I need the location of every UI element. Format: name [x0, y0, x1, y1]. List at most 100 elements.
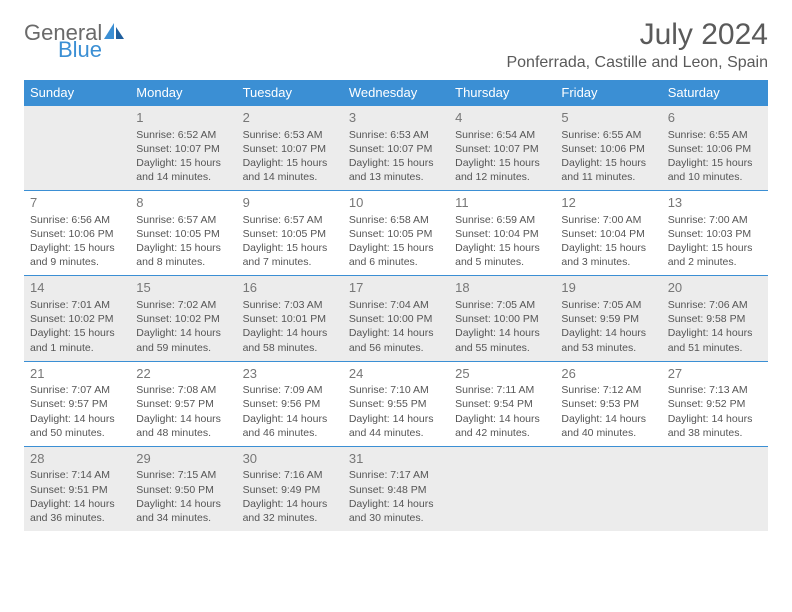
calendar-day-cell: 18Sunrise: 7:05 AMSunset: 10:00 PMDaylig… [449, 276, 555, 361]
sunrise-text: Sunrise: 7:11 AM [455, 383, 549, 397]
day-number: 7 [30, 194, 124, 212]
calendar-day-cell: 28Sunrise: 7:14 AMSunset: 9:51 PMDayligh… [24, 446, 130, 531]
calendar-day-cell: 23Sunrise: 7:09 AMSunset: 9:56 PMDayligh… [237, 361, 343, 446]
sunrise-text: Sunrise: 6:56 AM [30, 213, 124, 227]
daylight-text: Daylight: 14 hours and 30 minutes. [349, 497, 443, 525]
calendar-week-row: 7Sunrise: 6:56 AMSunset: 10:06 PMDayligh… [24, 191, 768, 276]
day-number: 13 [668, 194, 762, 212]
sunset-text: Sunset: 9:55 PM [349, 397, 443, 411]
daylight-text: Daylight: 14 hours and 32 minutes. [243, 497, 337, 525]
sunset-text: Sunset: 9:51 PM [30, 483, 124, 497]
calendar-day-cell [24, 106, 130, 191]
sunset-text: Sunset: 10:06 PM [668, 142, 762, 156]
sunset-text: Sunset: 9:58 PM [668, 312, 762, 326]
sunrise-text: Sunrise: 6:52 AM [136, 128, 230, 142]
sunset-text: Sunset: 10:02 PM [136, 312, 230, 326]
calendar-day-cell: 24Sunrise: 7:10 AMSunset: 9:55 PMDayligh… [343, 361, 449, 446]
calendar-day-cell: 2Sunrise: 6:53 AMSunset: 10:07 PMDayligh… [237, 106, 343, 191]
daylight-text: Daylight: 15 hours and 6 minutes. [349, 241, 443, 269]
sunrise-text: Sunrise: 6:53 AM [349, 128, 443, 142]
calendar-day-cell: 5Sunrise: 6:55 AMSunset: 10:06 PMDayligh… [555, 106, 661, 191]
day-number: 26 [561, 365, 655, 383]
day-header: Wednesday [343, 80, 449, 106]
calendar-day-cell: 6Sunrise: 6:55 AMSunset: 10:06 PMDayligh… [662, 106, 768, 191]
daylight-text: Daylight: 14 hours and 46 minutes. [243, 412, 337, 440]
daylight-text: Daylight: 14 hours and 38 minutes. [668, 412, 762, 440]
daylight-text: Daylight: 15 hours and 3 minutes. [561, 241, 655, 269]
day-number: 11 [455, 194, 549, 212]
day-number: 31 [349, 450, 443, 468]
day-header-row: Sunday Monday Tuesday Wednesday Thursday… [24, 80, 768, 106]
daylight-text: Daylight: 15 hours and 7 minutes. [243, 241, 337, 269]
calendar-week-row: 21Sunrise: 7:07 AMSunset: 9:57 PMDayligh… [24, 361, 768, 446]
day-number: 6 [668, 109, 762, 127]
day-number: 21 [30, 365, 124, 383]
sunset-text: Sunset: 10:05 PM [136, 227, 230, 241]
sunrise-text: Sunrise: 7:16 AM [243, 468, 337, 482]
daylight-text: Daylight: 14 hours and 59 minutes. [136, 326, 230, 354]
sunset-text: Sunset: 9:57 PM [136, 397, 230, 411]
day-header: Thursday [449, 80, 555, 106]
daylight-text: Daylight: 15 hours and 14 minutes. [136, 156, 230, 184]
daylight-text: Daylight: 15 hours and 11 minutes. [561, 156, 655, 184]
sunset-text: Sunset: 9:54 PM [455, 397, 549, 411]
calendar-day-cell: 13Sunrise: 7:00 AMSunset: 10:03 PMDaylig… [662, 191, 768, 276]
sunrise-text: Sunrise: 7:12 AM [561, 383, 655, 397]
month-title: July 2024 [506, 18, 768, 52]
sunrise-text: Sunrise: 7:13 AM [668, 383, 762, 397]
day-number: 28 [30, 450, 124, 468]
sunrise-text: Sunrise: 6:57 AM [243, 213, 337, 227]
sunrise-text: Sunrise: 7:03 AM [243, 298, 337, 312]
sunset-text: Sunset: 10:05 PM [243, 227, 337, 241]
day-number: 15 [136, 279, 230, 297]
daylight-text: Daylight: 14 hours and 56 minutes. [349, 326, 443, 354]
daylight-text: Daylight: 14 hours and 44 minutes. [349, 412, 443, 440]
calendar-day-cell: 8Sunrise: 6:57 AMSunset: 10:05 PMDayligh… [130, 191, 236, 276]
sunrise-text: Sunrise: 7:01 AM [30, 298, 124, 312]
sunrise-text: Sunrise: 7:06 AM [668, 298, 762, 312]
sunrise-text: Sunrise: 7:15 AM [136, 468, 230, 482]
sunrise-text: Sunrise: 7:14 AM [30, 468, 124, 482]
calendar-day-cell: 3Sunrise: 6:53 AMSunset: 10:07 PMDayligh… [343, 106, 449, 191]
sunset-text: Sunset: 9:57 PM [30, 397, 124, 411]
calendar-week-row: 14Sunrise: 7:01 AMSunset: 10:02 PMDaylig… [24, 276, 768, 361]
sunrise-text: Sunrise: 7:05 AM [561, 298, 655, 312]
sunset-text: Sunset: 10:02 PM [30, 312, 124, 326]
day-number: 19 [561, 279, 655, 297]
calendar-day-cell: 14Sunrise: 7:01 AMSunset: 10:02 PMDaylig… [24, 276, 130, 361]
sunset-text: Sunset: 10:07 PM [243, 142, 337, 156]
header: General Blue July 2024 Ponferrada, Casti… [24, 18, 768, 72]
calendar-day-cell: 17Sunrise: 7:04 AMSunset: 10:00 PMDaylig… [343, 276, 449, 361]
calendar-day-cell: 31Sunrise: 7:17 AMSunset: 9:48 PMDayligh… [343, 446, 449, 531]
sunrise-text: Sunrise: 6:59 AM [455, 213, 549, 227]
daylight-text: Daylight: 15 hours and 13 minutes. [349, 156, 443, 184]
calendar-day-cell: 11Sunrise: 6:59 AMSunset: 10:04 PMDaylig… [449, 191, 555, 276]
calendar-day-cell: 19Sunrise: 7:05 AMSunset: 9:59 PMDayligh… [555, 276, 661, 361]
daylight-text: Daylight: 15 hours and 8 minutes. [136, 241, 230, 269]
calendar-week-row: 28Sunrise: 7:14 AMSunset: 9:51 PM Dayligh… [24, 446, 768, 531]
sunrise-text: Sunrise: 7:02 AM [136, 298, 230, 312]
sunrise-text: Sunrise: 7:17 AM [349, 468, 443, 482]
sunrise-text: Sunrise: 6:53 AM [243, 128, 337, 142]
calendar-day-cell: 22Sunrise: 7:08 AMSunset: 9:57 PMDayligh… [130, 361, 236, 446]
day-number: 10 [349, 194, 443, 212]
day-number: 12 [561, 194, 655, 212]
sunrise-text: Sunrise: 6:55 AM [561, 128, 655, 142]
daylight-text: Daylight: 15 hours and 5 minutes. [455, 241, 549, 269]
title-block: July 2024 Ponferrada, Castille and Leon,… [506, 18, 768, 72]
daylight-text: Daylight: 15 hours and 1 minute. [30, 326, 124, 354]
day-number: 22 [136, 365, 230, 383]
sunset-text: Sunset: 10:06 PM [561, 142, 655, 156]
calendar-day-cell: 7Sunrise: 6:56 AMSunset: 10:06 PMDayligh… [24, 191, 130, 276]
sunset-text: Sunset: 10:07 PM [136, 142, 230, 156]
sunrise-text: Sunrise: 7:10 AM [349, 383, 443, 397]
sunset-text: Sunset: 9:52 PM [668, 397, 762, 411]
daylight-text: Daylight: 15 hours and 14 minutes. [243, 156, 337, 184]
calendar-day-cell: 27Sunrise: 7:13 AMSunset: 9:52 PMDayligh… [662, 361, 768, 446]
day-header: Sunday [24, 80, 130, 106]
calendar-day-cell: 10Sunrise: 6:58 AMSunset: 10:05 PMDaylig… [343, 191, 449, 276]
daylight-text: Daylight: 15 hours and 12 minutes. [455, 156, 549, 184]
sunset-text: Sunset: 10:05 PM [349, 227, 443, 241]
day-number: 24 [349, 365, 443, 383]
daylight-text: Daylight: 14 hours and 58 minutes. [243, 326, 337, 354]
